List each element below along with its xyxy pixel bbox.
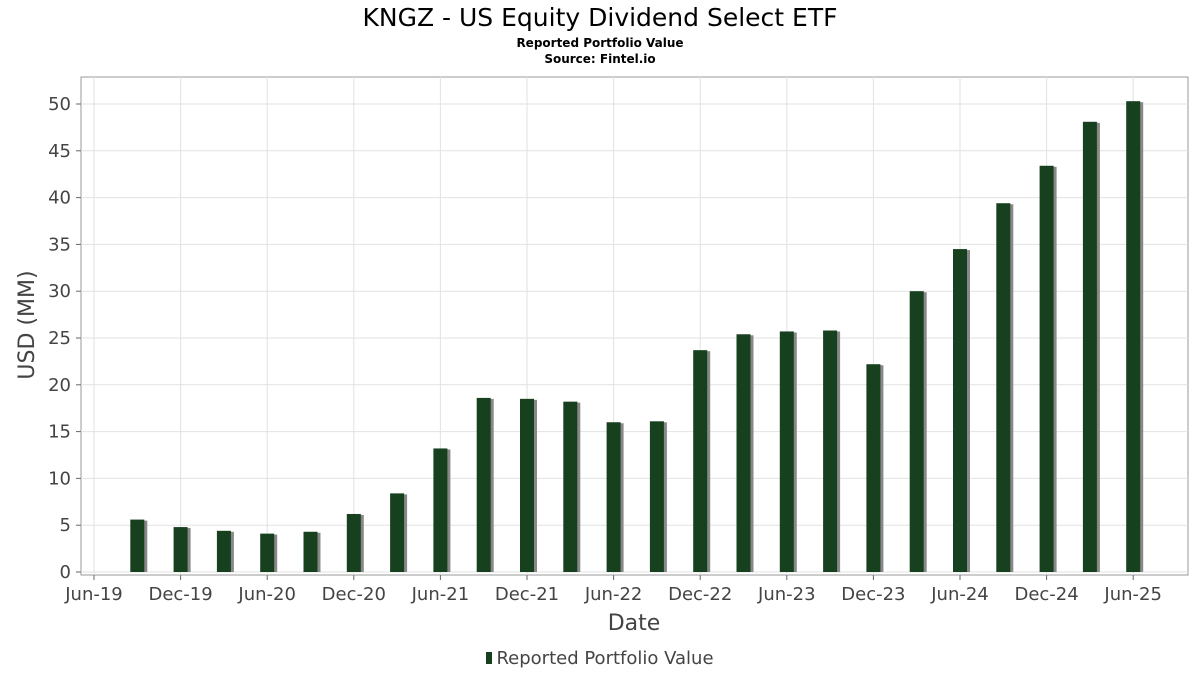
y-tick-label: 40 [48, 188, 71, 209]
x-tick-label: Dec-24 [1014, 584, 1078, 605]
bar [996, 203, 1011, 572]
chart-title: KNGZ - US Equity Dividend Select ETF [362, 3, 838, 32]
x-tick-label: Jun-23 [757, 584, 816, 605]
bar [736, 334, 751, 572]
y-tick-label: 45 [48, 141, 71, 162]
bar [216, 530, 231, 572]
y-tick-label: 0 [60, 562, 71, 583]
chart-subtitle: Reported Portfolio Value [516, 36, 684, 50]
y-tick-label: 20 [48, 375, 71, 396]
y-axis-label: USD (MM) [15, 270, 40, 379]
y-tick-label: 35 [48, 234, 71, 255]
bar [1082, 121, 1097, 572]
x-tick-label: Jun-19 [64, 584, 123, 605]
bar [866, 364, 881, 572]
bar [909, 291, 924, 572]
x-tick-label: Dec-21 [495, 584, 559, 605]
x-tick-label: Jun-20 [237, 584, 296, 605]
bar [476, 397, 491, 572]
bar [520, 398, 534, 572]
bar [953, 249, 967, 572]
bar [649, 421, 664, 572]
y-tick-label: 25 [48, 328, 71, 349]
y-tick-label: 15 [48, 422, 71, 443]
x-tick-label: Jun-25 [1103, 584, 1162, 605]
bar [260, 533, 275, 572]
legend: Reported Portfolio Value [0, 648, 1200, 669]
legend-label: Reported Portfolio Value [496, 648, 714, 669]
bar [130, 519, 145, 572]
bar [693, 350, 708, 572]
x-tick-label: Dec-23 [841, 584, 905, 605]
x-tick-label: Jun-22 [584, 584, 643, 605]
bar [303, 531, 318, 572]
bar [1039, 165, 1054, 572]
y-tick-label: 30 [48, 281, 71, 302]
x-tick-label: Dec-20 [322, 584, 386, 605]
y-tick-label: 5 [60, 515, 71, 536]
bar [390, 493, 405, 572]
x-tick-label: Dec-22 [668, 584, 732, 605]
bar [433, 448, 448, 572]
x-tick-label: Jun-24 [930, 584, 989, 605]
x-tick-label: Jun-21 [411, 584, 470, 605]
bar [823, 330, 838, 572]
bar [173, 527, 188, 572]
legend-swatch [486, 652, 493, 664]
bar [346, 513, 361, 572]
x-axis-label: Date [608, 611, 661, 636]
plot-frame [80, 76, 1189, 576]
bar [1126, 101, 1141, 572]
y-tick-label: 10 [48, 468, 71, 489]
chart-source: Source: Fintel.io [544, 52, 656, 66]
bar [779, 331, 794, 572]
x-tick-label: Dec-19 [148, 584, 212, 605]
y-tick-label: 50 [48, 94, 71, 115]
bar [606, 422, 621, 572]
bar [563, 401, 578, 572]
